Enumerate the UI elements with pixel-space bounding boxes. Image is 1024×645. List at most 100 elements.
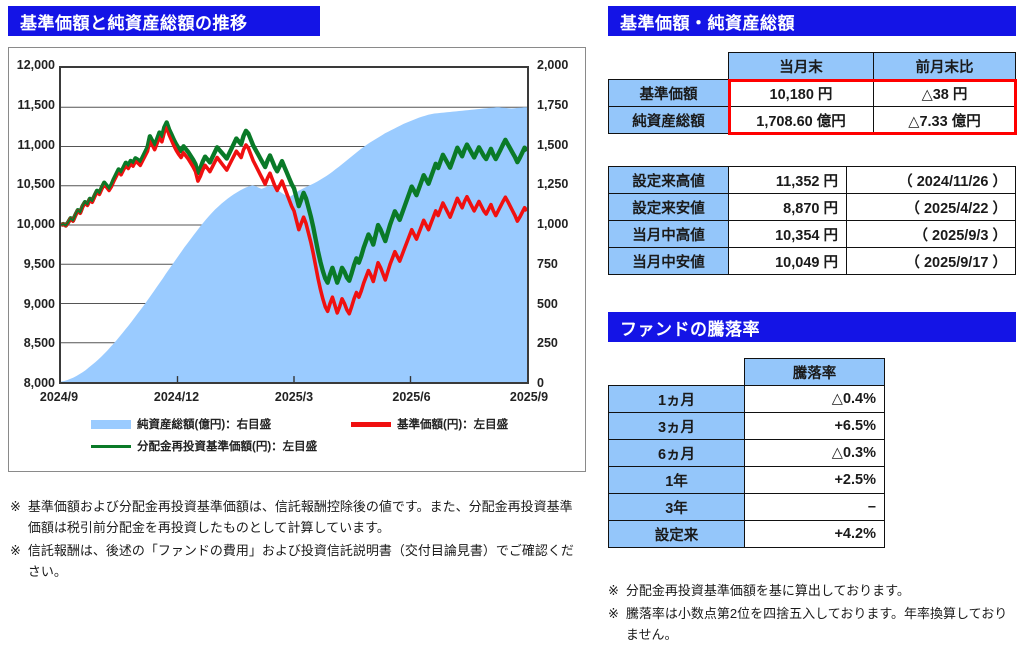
nav-reinvested-swatch-icon bbox=[91, 444, 131, 448]
highlow-row-value: 10,049 円 bbox=[728, 247, 847, 275]
y-axis-right-tick: 1,750 bbox=[537, 97, 569, 112]
legend-item-nav: 基準価額(円)：左目盛 bbox=[351, 416, 508, 432]
x-axis-tick: 2025/3 bbox=[274, 390, 314, 404]
table-row: 純資産総額 1,708.60 億円 △7.33 億円 bbox=[608, 106, 1016, 134]
table-row: 1年 +2.5% bbox=[608, 466, 885, 494]
y-axis-left-tick: 10,500 bbox=[16, 177, 55, 192]
x-axis-tick: 2024/12 bbox=[153, 390, 200, 404]
y-axis-right-tick: 1,250 bbox=[537, 177, 569, 192]
highlow-row-value: 10,354 円 bbox=[728, 220, 847, 248]
nav-reinvested-line bbox=[61, 121, 527, 284]
note-item: ※ 信託報酬は、後述の「ファンドの費用」および投資信託説明書（交付目論見書）でご… bbox=[10, 540, 582, 582]
nav-chart-svg bbox=[61, 106, 527, 382]
note-mark: ※ bbox=[608, 606, 619, 622]
chart-notes: ※ 基準価額および分配金再投資基準価額は、信託報酬控除後の値です。また、分配金再… bbox=[10, 496, 582, 584]
returns-row-label: 1年 bbox=[608, 466, 745, 494]
returns-row-value: – bbox=[744, 493, 885, 521]
table-header-row: 当月末 前月末比 bbox=[609, 52, 1016, 80]
summary-row-label: 純資産総額 bbox=[608, 106, 729, 134]
legend-label-net-assets: 純資産総額(億円)：右目盛 bbox=[137, 419, 272, 431]
note-text: 基準価額および分配金再投資基準価額は、信託報酬控除後の値です。また、分配金再投資… bbox=[27, 499, 573, 536]
note-item: ※ 分配金再投資基準価額を基に算出しております。 bbox=[608, 580, 1012, 601]
y-axis-left-tick: 11,500 bbox=[17, 97, 55, 112]
note-item: ※ 騰落率は小数点第2位を四捨五入しております。年率換算しておりません。 bbox=[608, 603, 1012, 645]
y-axis-right-tick: 750 bbox=[537, 256, 558, 271]
highlow-row-label: 当月中高値 bbox=[608, 220, 729, 248]
y-axis-right-tick: 1,000 bbox=[537, 217, 569, 231]
legend-label-nav: 基準価額(円)：左目盛 bbox=[397, 419, 509, 431]
table-row: 設定来高値 11,352 円 （ 2024/11/26 ） bbox=[608, 166, 1016, 194]
summary-row-change: △7.33 億円 bbox=[873, 106, 1016, 134]
returns-row-label: 6ヵ月 bbox=[608, 439, 745, 467]
highlow-row-date: （ 2025/9/17 ） bbox=[846, 247, 1016, 275]
y-axis-left-tick: 8,500 bbox=[23, 336, 55, 351]
x-axis-tick: 2024/9 bbox=[39, 390, 79, 404]
returns-row-label: 3ヵ月 bbox=[608, 412, 745, 440]
highlow-row-value: 8,870 円 bbox=[728, 193, 847, 221]
highlow-row-date: （ 2025/9/3 ） bbox=[846, 220, 1016, 248]
y-axis-left-tick: 8,000 bbox=[23, 376, 55, 390]
returns-section-header: ファンドの騰落率 bbox=[608, 312, 1016, 342]
legend-item-nav-reinvested: 分配金再投資基準価額(円)：左目盛 bbox=[91, 438, 317, 454]
note-text: 騰落率は小数点第2位を四捨五入しております。年率換算しておりません。 bbox=[625, 606, 1008, 643]
summary-col-change: 前月末比 bbox=[873, 52, 1016, 80]
nav-line bbox=[61, 125, 527, 316]
net-assets-swatch-icon bbox=[91, 419, 131, 429]
table-row: 当月中高値 10,354 円 （ 2025/9/3 ） bbox=[608, 220, 1016, 248]
y-axis-right-tick: 500 bbox=[537, 296, 558, 311]
y-axis-right-tick: 2,000 bbox=[537, 58, 569, 72]
y-axis-left-tick: 11,000 bbox=[17, 137, 55, 152]
x-axis-tick: 2025/6 bbox=[392, 390, 431, 404]
summary-section-title: 基準価額・純資産総額 bbox=[620, 13, 795, 33]
returns-row-label: 1ヵ月 bbox=[608, 385, 745, 413]
legend-label-nav-reinvested: 分配金再投資基準価額(円)：左目盛 bbox=[137, 441, 318, 453]
table-row: 3年 – bbox=[608, 493, 885, 521]
highlow-row-label: 設定来高値 bbox=[608, 166, 729, 194]
returns-notes: ※ 分配金再投資基準価額を基に算出しております。 ※ 騰落率は小数点第2位を四捨… bbox=[608, 580, 1012, 645]
returns-section-title: ファンドの騰落率 bbox=[620, 319, 760, 339]
table-row: 6ヵ月 △0.3% bbox=[608, 439, 885, 467]
net-assets-area bbox=[61, 107, 527, 382]
summary-corner-cell bbox=[609, 53, 729, 80]
returns-col-header: 騰落率 bbox=[744, 358, 885, 386]
returns-row-value: +2.5% bbox=[744, 466, 885, 494]
summary-col-current: 当月末 bbox=[728, 52, 874, 80]
returns-row-value: +6.5% bbox=[744, 412, 885, 440]
nav-swatch-icon bbox=[351, 421, 391, 427]
table-row: 設定来安値 8,870 円 （ 2025/4/22 ） bbox=[608, 193, 1016, 221]
summary-row-current: 1,708.60 億円 bbox=[728, 106, 874, 134]
returns-row-label: 3年 bbox=[608, 493, 745, 521]
summary-table: 当月末 前月末比 基準価額 10,180 円 △38 円 純資産総額 1,708… bbox=[608, 52, 1016, 134]
table-row: 基準価額 10,180 円 △38 円 bbox=[608, 79, 1016, 107]
high-low-table: 設定来高値 11,352 円 （ 2024/11/26 ） 設定来安値 8,87… bbox=[608, 166, 1016, 275]
note-text: 信託報酬は、後述の「ファンドの費用」および投資信託説明書（交付目論見書）でご確認… bbox=[27, 543, 574, 580]
y-axis-left-tick: 10,000 bbox=[16, 217, 55, 231]
highlow-row-label: 当月中安値 bbox=[608, 247, 729, 275]
table-row: 当月中安値 10,049 円 （ 2025/9/17 ） bbox=[608, 247, 1016, 275]
highlow-row-date: （ 2025/4/22 ） bbox=[846, 193, 1016, 221]
note-mark: ※ bbox=[608, 583, 619, 598]
summary-section-header: 基準価額・純資産総額 bbox=[608, 6, 1016, 36]
note-mark: ※ bbox=[10, 543, 21, 559]
returns-table: 騰落率 1ヵ月 △0.4% 3ヵ月 +6.5% 6ヵ月 △0.3% 1年 +2.… bbox=[608, 358, 885, 548]
note-item: ※ 基準価額および分配金再投資基準価額は、信託報酬控除後の値です。また、分配金再… bbox=[10, 496, 582, 538]
note-text: 分配金再投資基準価額を基に算出しております。 bbox=[625, 583, 910, 598]
summary-row-current: 10,180 円 bbox=[728, 79, 874, 107]
summary-row-change: △38 円 bbox=[873, 79, 1016, 107]
y-axis-left-tick: 12,000 bbox=[16, 58, 55, 72]
table-row: 設定来 +4.2% bbox=[608, 520, 885, 548]
y-axis-left-tick: 9,500 bbox=[23, 256, 55, 271]
returns-row-value: △0.4% bbox=[744, 385, 885, 413]
table-header-row: 騰落率 bbox=[609, 358, 885, 386]
returns-corner-cell bbox=[609, 359, 745, 386]
x-axis-tick: 2025/9 bbox=[509, 390, 549, 404]
y-axis-right-tick: 250 bbox=[537, 336, 558, 351]
highlow-row-value: 11,352 円 bbox=[728, 166, 847, 194]
table-row: 1ヵ月 △0.4% bbox=[608, 385, 885, 413]
y-axis-right-tick: 1,500 bbox=[537, 137, 569, 152]
summary-row-label: 基準価額 bbox=[608, 79, 729, 107]
legend-item-net-assets: 純資産総額(億円)：右目盛 bbox=[91, 416, 271, 432]
y-axis-right-tick: 0 bbox=[537, 376, 544, 390]
returns-row-label: 設定来 bbox=[608, 520, 745, 548]
